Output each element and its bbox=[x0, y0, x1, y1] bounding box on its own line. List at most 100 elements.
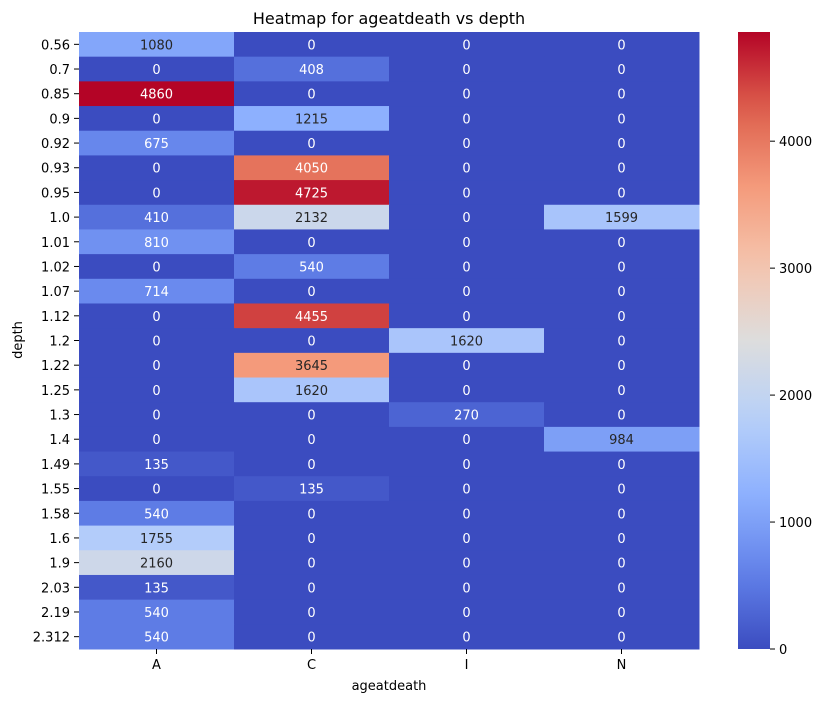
colorbar-tick-label: 3000 bbox=[779, 262, 812, 277]
x-tick-label: C bbox=[307, 658, 316, 673]
heatmap-cell bbox=[79, 130, 235, 156]
cell-value-label: 0 bbox=[462, 310, 470, 325]
heatmap-cell bbox=[234, 81, 390, 107]
cell-value-label: 0 bbox=[617, 483, 625, 498]
heatmap-cell bbox=[79, 377, 235, 403]
heatmap-cell bbox=[544, 254, 700, 280]
heatmap-cell bbox=[79, 525, 235, 551]
cell-value-label: 0 bbox=[152, 310, 160, 325]
colorbar-tick-label: 2000 bbox=[779, 389, 812, 404]
heatmap-cell bbox=[79, 278, 235, 304]
cell-value-label: 4860 bbox=[140, 88, 173, 103]
cell-value-label: 0 bbox=[617, 507, 625, 522]
cell-value-label: 0 bbox=[617, 186, 625, 201]
heatmap-cell bbox=[544, 352, 700, 379]
heatmap-cell bbox=[544, 426, 700, 453]
heatmap-cell bbox=[389, 574, 545, 601]
chart-title: Heatmap for ageatdeath vs depth bbox=[253, 9, 525, 28]
cell-value-label: 0 bbox=[462, 285, 470, 300]
heatmap-cell bbox=[234, 328, 390, 354]
y-tick-label: 1.0 bbox=[49, 211, 70, 226]
cell-value-label: 2160 bbox=[140, 557, 173, 572]
y-tick-label: 1.2 bbox=[49, 335, 70, 350]
heatmap-cell bbox=[79, 451, 235, 477]
heatmap-cell bbox=[234, 402, 390, 428]
cell-value-label: 4050 bbox=[295, 162, 328, 177]
cell-value-label: 135 bbox=[144, 458, 169, 473]
y-tick-label: 2.312 bbox=[33, 631, 70, 646]
cell-value-label: 0 bbox=[617, 631, 625, 646]
heatmap-cell bbox=[234, 525, 390, 551]
cell-value-label: 0 bbox=[307, 532, 315, 547]
heatmap-cell bbox=[389, 278, 545, 304]
heatmap-cell bbox=[79, 81, 235, 107]
x-tick-label: A bbox=[152, 658, 161, 673]
heatmap-cell bbox=[234, 599, 390, 625]
cell-value-label: 0 bbox=[617, 606, 625, 621]
heatmap-cell bbox=[544, 278, 700, 304]
heatmap-cell bbox=[389, 525, 545, 551]
heatmap-cell bbox=[79, 624, 235, 650]
cell-value-label: 0 bbox=[617, 581, 625, 596]
cell-value-label: 4725 bbox=[295, 186, 328, 201]
cell-value-label: 1215 bbox=[295, 112, 328, 127]
heatmap-cell bbox=[389, 500, 545, 527]
heatmap-cell bbox=[544, 180, 700, 206]
y-tick-label: 0.7 bbox=[49, 63, 70, 78]
cell-value-label: 270 bbox=[454, 409, 479, 424]
heatmap-cell bbox=[389, 204, 545, 230]
cell-value-label: 1620 bbox=[295, 384, 328, 399]
heatmap-cell bbox=[389, 155, 545, 181]
heatmap-cell bbox=[234, 550, 390, 576]
cell-value-label: 1080 bbox=[140, 38, 173, 53]
cell-value-label: 2132 bbox=[295, 211, 328, 226]
heatmap-cell bbox=[544, 303, 700, 329]
heatmap-cell bbox=[234, 106, 390, 132]
y-tick-label: 1.9 bbox=[49, 557, 70, 572]
x-axis-label: ageatdeath bbox=[352, 679, 427, 694]
colorbar-tick-label: 0 bbox=[779, 643, 787, 658]
heatmap-cell bbox=[389, 352, 545, 379]
heatmap-cell bbox=[79, 476, 235, 502]
heatmap-cell bbox=[544, 402, 700, 428]
heatmap-cell bbox=[544, 106, 700, 132]
heatmap-cell bbox=[79, 550, 235, 576]
cell-value-label: 810 bbox=[144, 236, 169, 251]
heatmap-cell bbox=[234, 32, 390, 58]
cell-value-label: 0 bbox=[462, 631, 470, 646]
cell-value-label: 0 bbox=[152, 162, 160, 177]
cell-value-label: 0 bbox=[307, 581, 315, 596]
heatmap-cell bbox=[389, 624, 545, 650]
cell-value-label: 0 bbox=[617, 112, 625, 127]
heatmap-cell bbox=[79, 180, 235, 206]
heatmap-cell bbox=[389, 229, 545, 255]
y-tick-label: 1.4 bbox=[49, 433, 70, 448]
cell-value-label: 0 bbox=[462, 557, 470, 572]
cell-value-label: 0 bbox=[307, 458, 315, 473]
cell-value-label: 540 bbox=[144, 507, 169, 522]
heatmap-cell bbox=[389, 550, 545, 576]
cell-value-label: 1755 bbox=[140, 532, 173, 547]
cell-value-label: 0 bbox=[617, 409, 625, 424]
heatmap-cell bbox=[389, 451, 545, 477]
cell-value-label: 0 bbox=[617, 557, 625, 572]
heatmap-cell bbox=[389, 377, 545, 403]
heatmap-cell bbox=[544, 550, 700, 576]
cell-value-label: 0 bbox=[307, 507, 315, 522]
cell-value-label: 0 bbox=[152, 63, 160, 78]
heatmap-cell bbox=[544, 328, 700, 354]
cell-value-label: 0 bbox=[617, 335, 625, 350]
cell-value-label: 0 bbox=[152, 112, 160, 127]
heatmap-cell bbox=[234, 352, 390, 379]
heatmap-cell bbox=[234, 204, 390, 230]
cell-value-label: 135 bbox=[299, 483, 324, 498]
heatmap-cell bbox=[389, 130, 545, 156]
cell-value-label: 0 bbox=[462, 112, 470, 127]
heatmap-cell bbox=[389, 426, 545, 453]
cell-value-label: 0 bbox=[307, 137, 315, 152]
heatmap-cell bbox=[389, 402, 545, 428]
cell-value-label: 0 bbox=[307, 236, 315, 251]
x-tick-label: N bbox=[617, 658, 627, 673]
cell-value-label: 0 bbox=[152, 433, 160, 448]
